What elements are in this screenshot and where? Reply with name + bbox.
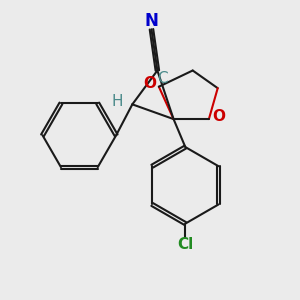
- Text: O: O: [212, 109, 225, 124]
- Text: H: H: [112, 94, 123, 109]
- Text: N: N: [145, 12, 158, 30]
- Text: C: C: [157, 71, 168, 86]
- Text: O: O: [143, 76, 156, 91]
- Text: Cl: Cl: [177, 237, 194, 252]
